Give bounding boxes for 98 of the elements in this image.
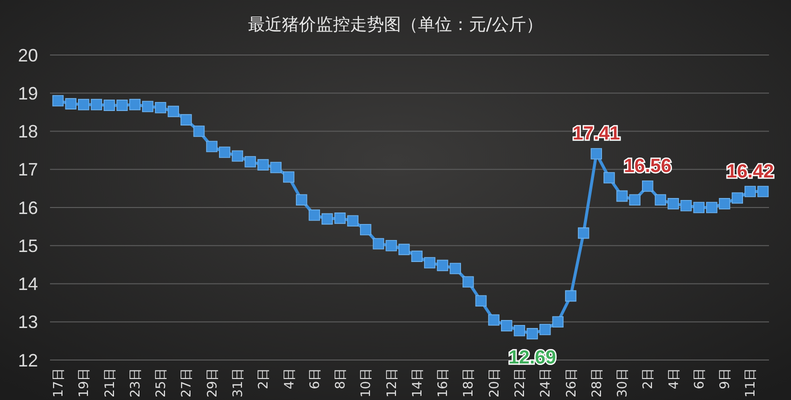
x-tick-label: 8日	[334, 368, 349, 390]
point	[372, 238, 384, 250]
y-tick-label: 12	[18, 350, 38, 370]
x-tick-label: 4日	[282, 368, 298, 390]
data-label: 12.69	[508, 348, 556, 369]
x-tick-label: 16日	[436, 368, 452, 398]
y-tick-label: 19	[18, 83, 38, 104]
point	[168, 106, 180, 118]
x-tick-label: 25日	[154, 368, 170, 398]
point	[398, 244, 410, 256]
point	[322, 213, 333, 225]
y-tick-label: 15	[18, 236, 38, 256]
x-tick-label: 23日	[128, 368, 144, 398]
point	[360, 224, 372, 236]
point	[244, 156, 256, 168]
point	[180, 114, 192, 126]
point	[693, 202, 705, 214]
x-tick-label: 30日	[616, 368, 631, 398]
point	[757, 186, 769, 198]
point	[744, 186, 756, 198]
y-tick-label: 20	[18, 45, 38, 66]
point	[129, 98, 141, 110]
x-tick-label: 6日	[308, 368, 323, 390]
point	[668, 198, 679, 210]
point	[539, 324, 551, 336]
point	[526, 328, 538, 340]
data-label: 16.42	[726, 161, 774, 182]
x-tick-label: 2日	[256, 368, 272, 390]
point	[590, 148, 602, 160]
x-tick-label: 2日	[641, 368, 656, 390]
point	[270, 162, 282, 174]
x-tick-label: 11日	[744, 368, 759, 398]
y-tick-label: 14	[18, 274, 38, 294]
x-tick-label: 21日	[102, 368, 118, 398]
point	[116, 100, 128, 111]
point	[424, 257, 436, 268]
point	[411, 250, 423, 262]
point	[206, 140, 218, 152]
point	[296, 194, 308, 206]
point	[642, 180, 654, 192]
point	[436, 260, 448, 272]
point	[347, 215, 358, 226]
point	[334, 212, 346, 224]
x-tick-label: 17日	[52, 368, 67, 398]
x-tick-label: 29日	[205, 368, 220, 398]
point	[552, 316, 564, 328]
point	[283, 171, 294, 183]
point	[462, 276, 474, 288]
point	[308, 209, 320, 221]
point	[500, 320, 512, 332]
y-tick-label: 17	[18, 160, 38, 180]
x-tick-label: 4日	[666, 368, 682, 390]
point	[475, 295, 487, 307]
point	[52, 95, 64, 106]
data-label: 17.41	[572, 124, 621, 145]
y-tick-label: 13	[18, 312, 38, 332]
point	[193, 126, 205, 137]
x-tick-label: 24日	[538, 368, 554, 398]
point	[654, 194, 666, 206]
point	[78, 98, 90, 110]
point	[578, 227, 590, 239]
x-tick-label: 27日	[180, 368, 195, 398]
point	[604, 172, 615, 184]
y-tick-label: 18	[18, 122, 38, 142]
x-tick-label: 28日	[590, 368, 605, 398]
point	[450, 262, 462, 274]
point	[488, 314, 500, 326]
x-tick-label: 14日	[410, 368, 426, 398]
point	[616, 190, 628, 202]
point	[386, 240, 397, 252]
point	[718, 198, 730, 210]
point	[257, 159, 269, 170]
point	[732, 192, 744, 204]
x-tick-label: 22日	[513, 368, 528, 398]
x-tick-label: 12日	[384, 368, 400, 398]
chart-title: 最近猪价监控走势图（单位：元/公斤）	[248, 15, 543, 35]
point	[142, 100, 154, 112]
point	[629, 194, 640, 206]
y-tick-label: 16	[18, 198, 38, 218]
point	[232, 150, 244, 162]
x-tick-label: 20日	[487, 368, 502, 398]
point	[218, 146, 230, 158]
point	[680, 200, 692, 212]
x-tick-label: 9日	[718, 368, 734, 390]
point	[514, 325, 526, 336]
x-tick-label: 18日	[462, 368, 477, 398]
point	[706, 202, 718, 214]
point	[104, 100, 115, 111]
x-tick-label: 19日	[77, 368, 92, 398]
point	[90, 98, 102, 110]
data-label: 16.56	[624, 156, 672, 178]
x-tick-label: 10日	[359, 368, 374, 398]
point	[65, 98, 76, 110]
point	[154, 102, 166, 114]
x-tick-label: 6日	[692, 368, 708, 390]
point	[565, 290, 576, 302]
x-tick-label: 31日	[231, 368, 246, 398]
x-tick-label: 26日	[564, 368, 580, 398]
